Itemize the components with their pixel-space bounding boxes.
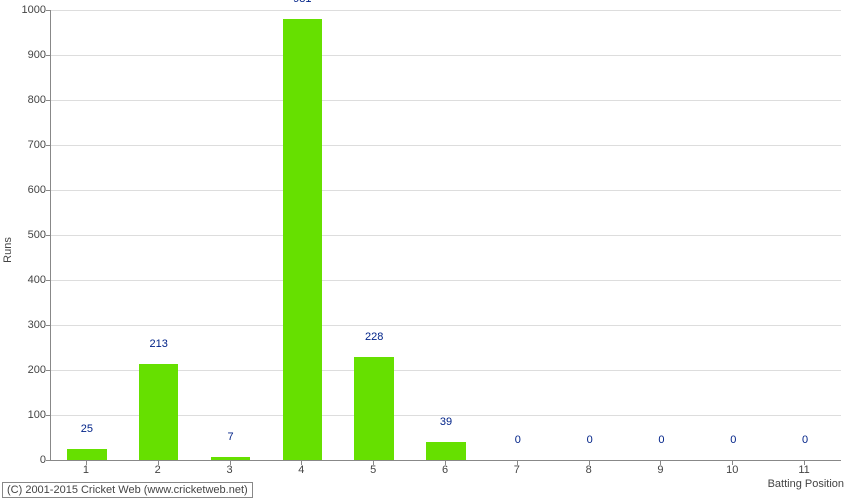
- bar: [139, 364, 179, 460]
- bar: [211, 457, 251, 460]
- gridline: [51, 55, 841, 56]
- xtick-label: 8: [586, 464, 592, 476]
- ytick-mark: [46, 370, 51, 371]
- bar-value-label: 0: [730, 434, 736, 446]
- gridline: [51, 325, 841, 326]
- bar-value-label: 228: [365, 331, 383, 343]
- bar-value-label: 7: [227, 431, 233, 443]
- xtick-label: 3: [226, 464, 232, 476]
- xtick-label: 10: [726, 464, 738, 476]
- bar: [67, 449, 107, 460]
- gridline: [51, 280, 841, 281]
- xtick-label: 6: [442, 464, 448, 476]
- xtick-label: 7: [514, 464, 520, 476]
- bar-value-label: 213: [150, 338, 168, 350]
- ytick-label: 900: [6, 49, 46, 61]
- ytick-label: 600: [6, 184, 46, 196]
- ytick-label: 500: [6, 229, 46, 241]
- ytick-mark: [46, 55, 51, 56]
- bar: [283, 19, 323, 460]
- xtick-label: 4: [298, 464, 304, 476]
- ytick-mark: [46, 10, 51, 11]
- ytick-mark: [46, 460, 51, 461]
- xtick-label: 11: [798, 464, 809, 476]
- xtick-label: 9: [657, 464, 663, 476]
- ytick-label: 400: [6, 274, 46, 286]
- ytick-label: 800: [6, 94, 46, 106]
- ytick-label: 300: [6, 319, 46, 331]
- bar-value-label: 0: [658, 434, 664, 446]
- bar: [426, 442, 466, 460]
- bar: [354, 357, 394, 460]
- ytick-label: 100: [6, 409, 46, 421]
- gridline: [51, 100, 841, 101]
- ytick-mark: [46, 280, 51, 281]
- bar-value-label: 0: [802, 434, 808, 446]
- gridline: [51, 190, 841, 191]
- bar-value-label: 39: [440, 416, 452, 428]
- bar-value-label: 981: [293, 0, 311, 5]
- ytick-label: 1000: [6, 4, 46, 16]
- chart-container: 2521379812283900000 Runs Batting Positio…: [0, 0, 850, 500]
- xtick-label: 2: [155, 464, 161, 476]
- gridline: [51, 10, 841, 11]
- ytick-mark: [46, 235, 51, 236]
- bar-value-label: 25: [81, 423, 93, 435]
- ytick-label: 0: [6, 454, 46, 466]
- plot-area: 2521379812283900000: [50, 10, 841, 461]
- ytick-label: 200: [6, 364, 46, 376]
- bar-value-label: 0: [587, 434, 593, 446]
- copyright-label: (C) 2001-2015 Cricket Web (www.cricketwe…: [2, 482, 253, 498]
- ytick-mark: [46, 325, 51, 326]
- ytick-mark: [46, 415, 51, 416]
- xtick-label: 1: [83, 464, 89, 476]
- gridline: [51, 235, 841, 236]
- y-axis-title: Runs: [2, 237, 14, 263]
- ytick-mark: [46, 100, 51, 101]
- gridline: [51, 145, 841, 146]
- ytick-label: 700: [6, 139, 46, 151]
- ytick-mark: [46, 145, 51, 146]
- bar-value-label: 0: [515, 434, 521, 446]
- x-axis-title: Batting Position: [768, 478, 844, 490]
- xtick-label: 5: [370, 464, 376, 476]
- ytick-mark: [46, 190, 51, 191]
